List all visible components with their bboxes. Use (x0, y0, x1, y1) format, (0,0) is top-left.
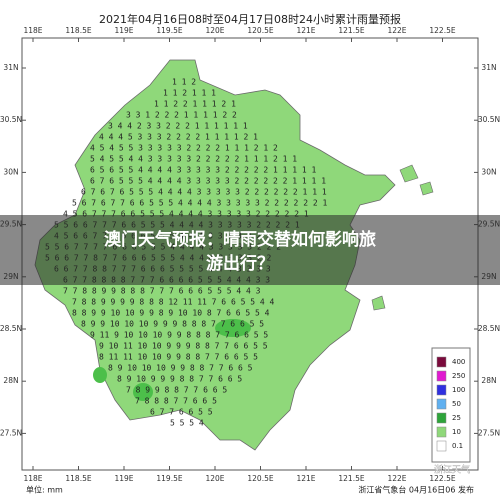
lon-label: 118E (23, 474, 42, 483)
lon-label: 121E (296, 474, 315, 483)
rain-row: 5 6 7 6 7 7 6 6 5 5 5 4 4 4 4 3 3 3 3 3 … (72, 199, 327, 208)
lon-label: 122E (387, 26, 406, 35)
lon-label: 118.5E (65, 26, 91, 35)
legend-label: 100 (452, 386, 465, 394)
legend-swatch (436, 398, 447, 410)
lon-label: 119E (114, 474, 133, 483)
rain-row: 5 5 5 4 (170, 419, 204, 428)
heavier-rain-area (93, 367, 107, 383)
lat-label: 30N (3, 167, 18, 176)
legend-label: 250 (452, 372, 465, 380)
rain-row: 6 5 6 5 5 4 4 4 4 3 3 3 3 3 2 2 2 2 2 1 … (90, 166, 317, 175)
rain-row: 8 9 10 9 9 9 8 8 7 7 6 6 5 (117, 375, 242, 384)
legend-label: 25 (452, 414, 461, 422)
lat-label: 28N (3, 376, 18, 385)
rain-row: 1 1 2 1 1 1 (163, 89, 216, 98)
heavier-rain-area (133, 383, 153, 401)
rain-row: 7 7 8 8 9 9 8 8 8 7 7 7 6 6 6 5 5 5 4 4 … (63, 287, 261, 296)
lat-label: 30N (481, 167, 496, 176)
lat-label: 30.5N (0, 115, 22, 124)
rain-row: 4 5 6 7 7 7 6 6 5 5 5 4 4 4 4 3 3 3 3 3 … (63, 210, 309, 219)
legend-label: 10 (452, 428, 461, 436)
heavier-rain-area (215, 319, 251, 337)
lat-label: 27.5N (0, 428, 22, 437)
lon-label: 122E (387, 474, 406, 483)
legend-swatch (436, 440, 447, 452)
lat-label: 27.5N (478, 428, 500, 437)
rain-row: 4 4 4 5 3 3 3 2 2 2 2 1 1 1 1 2 1 (99, 133, 258, 142)
lon-label: 121.5E (338, 26, 364, 35)
unit-label: 单位: mm (26, 485, 63, 495)
lat-label: 31N (481, 63, 496, 72)
lon-label: 119.5E (156, 474, 182, 483)
rain-row: 7 8 8 8 7 7 6 6 5 (135, 397, 217, 406)
lon-label: 120E (205, 474, 224, 483)
lat-label: 28.5N (478, 324, 500, 333)
lat-label: 28.5N (0, 324, 22, 333)
lat-label: 31N (3, 63, 18, 72)
lon-label: 119E (114, 26, 133, 35)
rain-row: 7 8 9 9 8 8 7 7 6 6 5 (126, 386, 227, 395)
rain-row: 4 5 4 5 5 3 3 3 3 3 2 2 2 2 1 1 1 2 1 2 (90, 144, 278, 153)
rain-row: 3 3 1 2 2 2 1 1 1 1 2 2 (126, 111, 237, 120)
lon-label: 119.5E (156, 26, 182, 35)
banner-line: 澳门天气预报：晴雨交替如何影响旅 (104, 229, 376, 250)
lat-label: 28N (481, 376, 496, 385)
lon-label: 120.5E (247, 26, 273, 35)
rain-row: 6 7 6 7 6 5 5 5 4 4 4 4 3 3 3 3 3 2 2 2 … (81, 188, 327, 197)
legend-swatch (436, 384, 447, 396)
lon-label: 118.5E (65, 474, 91, 483)
rain-row: 9 11 9 10 10 10 9 9 8 8 8 7 7 6 6 5 5 (90, 331, 268, 340)
rain-row: 5 4 5 5 4 4 3 3 3 3 3 2 2 2 2 2 1 1 1 2 … (90, 155, 297, 164)
banner-line: 游出行？ (206, 253, 274, 274)
lon-label: 121E (296, 26, 315, 35)
island (371, 295, 386, 311)
rain-row: 8 9 10 10 10 9 9 8 8 7 7 6 6 5 (108, 364, 253, 373)
rain-row: 7 8 8 9 9 9 9 8 8 8 12 11 11 7 6 6 5 5 4… (72, 298, 274, 307)
legend: 400 250 100 50 25 10 0.1 (431, 347, 471, 463)
legend-swatch (436, 370, 447, 382)
legend-label: 0.1 (452, 442, 463, 450)
map-title: 2021年04月16日08时至04月17日08时24小时累计雨量预报 (99, 12, 401, 26)
lon-label: 120E (205, 26, 224, 35)
banner-bg (0, 215, 500, 285)
lon-label: 118E (23, 26, 42, 35)
rain-row: 1 1 2 2 1 1 1 2 1 (154, 100, 236, 109)
island (419, 181, 434, 196)
legend-swatch (436, 356, 447, 368)
issuer-label: 浙江省气象台 04月16日06 发布 (358, 485, 474, 495)
watermark: 浙江天气 (434, 464, 470, 476)
lon-label: 122.5E (429, 474, 455, 483)
rain-row: 9 10 11 10 10 9 9 9 8 8 7 7 6 6 5 5 (99, 342, 268, 351)
rain-row: 8 9 9 10 10 10 9 9 9 8 8 8 7 7 6 6 5 5 (81, 320, 264, 329)
legend-label: 400 (452, 358, 465, 366)
legend-swatch (436, 412, 447, 424)
lon-label: 120.5E (247, 474, 273, 483)
rain-row: 8 11 11 10 10 9 9 8 8 7 7 6 6 5 5 (99, 353, 258, 362)
legend-swatch (436, 426, 447, 438)
legend-label: 50 (452, 400, 461, 408)
rain-row: 8 8 9 9 10 10 9 9 8 9 10 10 8 7 6 6 5 5 … (72, 309, 270, 318)
rain-row: 3 4 4 2 3 3 2 2 2 1 1 1 1 1 1 (108, 122, 248, 131)
lon-label: 122.5E (429, 26, 455, 35)
rain-row: 1 1 2 (172, 78, 196, 87)
rain-row: 6 7 6 5 5 5 4 4 4 4 3 3 3 3 3 2 2 2 2 2 … (90, 177, 326, 186)
lat-label: 30.5N (478, 115, 500, 124)
island (399, 164, 419, 183)
rain-row: 6 7 7 6 6 5 5 (150, 408, 213, 417)
lon-label: 121.5E (338, 474, 364, 483)
